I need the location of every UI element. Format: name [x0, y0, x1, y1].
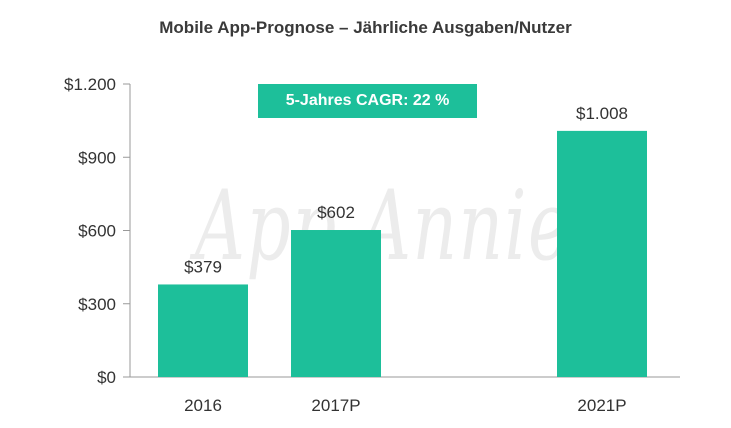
- bar-2016: [158, 284, 248, 377]
- watermark: App Annie: [195, 170, 571, 282]
- y-tick-label: $1.200: [64, 75, 116, 94]
- cagr-annotation-badge: 5-Jahres CAGR: 22 %: [258, 84, 477, 118]
- x-tick-label-2017P: 2017P: [311, 396, 360, 415]
- bar-2017P: [291, 230, 381, 377]
- x-tick-label-2016: 2016: [184, 396, 222, 415]
- data-label-2017P: $602: [317, 203, 355, 222]
- x-tick-label-2021P: 2021P: [577, 396, 626, 415]
- data-label-2021P: $1.008: [576, 104, 628, 123]
- y-tick-label: $300: [78, 295, 116, 314]
- y-tick-label: $0: [97, 368, 116, 387]
- bar-2021P: [557, 130, 647, 377]
- data-label-2016: $379: [184, 257, 222, 276]
- y-tick-label: $900: [78, 148, 116, 167]
- chart-title: Mobile App-Prognose – Jährliche Ausgaben…: [159, 18, 572, 37]
- y-tick-label: $600: [78, 222, 116, 241]
